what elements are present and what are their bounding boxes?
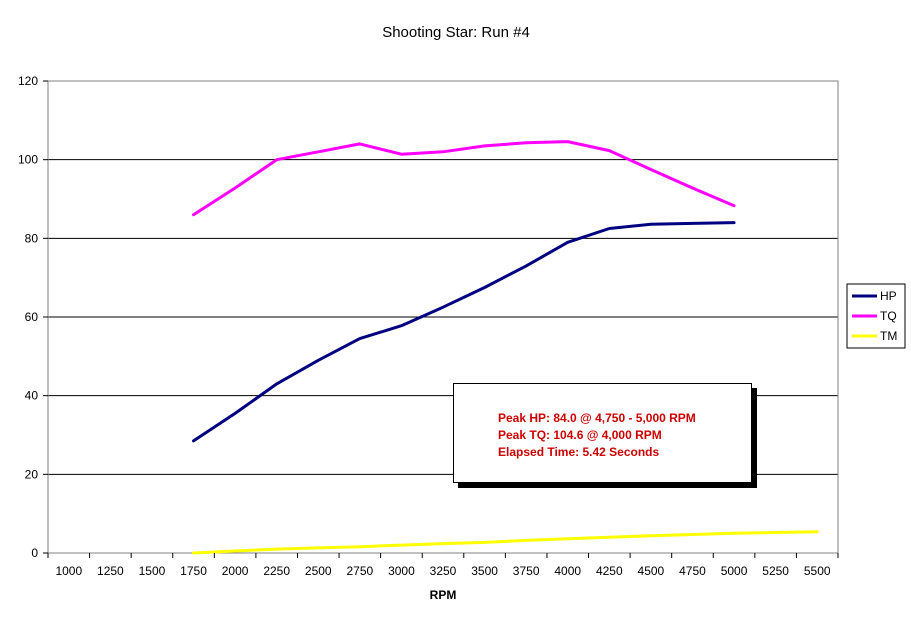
annotation-box: Peak HP: 84.0 @ 4,750 - 5,000 RPM Peak T… bbox=[453, 383, 752, 483]
annotation-elapsed-time: Elapsed Time: 5.42 Seconds bbox=[498, 445, 660, 459]
x-tick-label: 3000 bbox=[388, 564, 415, 578]
y-tick-label: 100 bbox=[18, 153, 38, 167]
x-tick-label: 4500 bbox=[638, 564, 665, 578]
y-tick-label: 20 bbox=[25, 467, 39, 481]
series-line-tm bbox=[192, 530, 819, 555]
chart-title: Shooting Star: Run #4 bbox=[382, 24, 530, 41]
x-tick-label: 1750 bbox=[180, 564, 207, 578]
x-tick-label: 2500 bbox=[305, 564, 332, 578]
x-tick-label: 3750 bbox=[513, 564, 540, 578]
x-tick-label: 4000 bbox=[554, 564, 581, 578]
axes: 0 20 40 60 80 100 120 1000 1250 1500 1750 2000 2250 2… bbox=[18, 74, 839, 578]
x-tick-label: 3500 bbox=[471, 564, 498, 578]
x-tick-label: 4750 bbox=[679, 564, 706, 578]
y-tick-label: 0 bbox=[31, 546, 38, 560]
annotation-peak-tq: Peak TQ: 104.6 @ 4,000 RPM bbox=[498, 428, 662, 442]
legend: HP TQ TM bbox=[846, 283, 906, 349]
legend-label-tm: TM bbox=[880, 329, 897, 343]
series-line-tq bbox=[192, 140, 736, 217]
series-line-hp bbox=[192, 221, 736, 443]
legend-label-hp: HP bbox=[880, 289, 897, 303]
x-tick-label: 5250 bbox=[762, 564, 789, 578]
y-tick-label: 40 bbox=[25, 389, 39, 403]
x-tick-label: 1500 bbox=[139, 564, 166, 578]
x-tick-label: 5000 bbox=[721, 564, 748, 578]
x-tick-label: 2000 bbox=[222, 564, 249, 578]
x-tick-label: 2750 bbox=[346, 564, 373, 578]
y-tick-label: 120 bbox=[18, 74, 38, 88]
x-tick-label: 1000 bbox=[55, 564, 82, 578]
annotation-peak-hp: Peak HP: 84.0 @ 4,750 - 5,000 RPM bbox=[498, 411, 696, 425]
legend-label-tq: TQ bbox=[880, 309, 897, 323]
y-tick-label: 60 bbox=[25, 310, 39, 324]
x-axis-label: RPM bbox=[430, 588, 457, 602]
x-tick-label: 3250 bbox=[430, 564, 457, 578]
x-tick-label: 5500 bbox=[804, 564, 831, 578]
x-tick-label: 2250 bbox=[263, 564, 290, 578]
x-tick-label: 1250 bbox=[97, 564, 124, 578]
series-layer bbox=[192, 140, 819, 555]
y-tick-label: 80 bbox=[25, 231, 39, 245]
x-tick-label: 4250 bbox=[596, 564, 623, 578]
